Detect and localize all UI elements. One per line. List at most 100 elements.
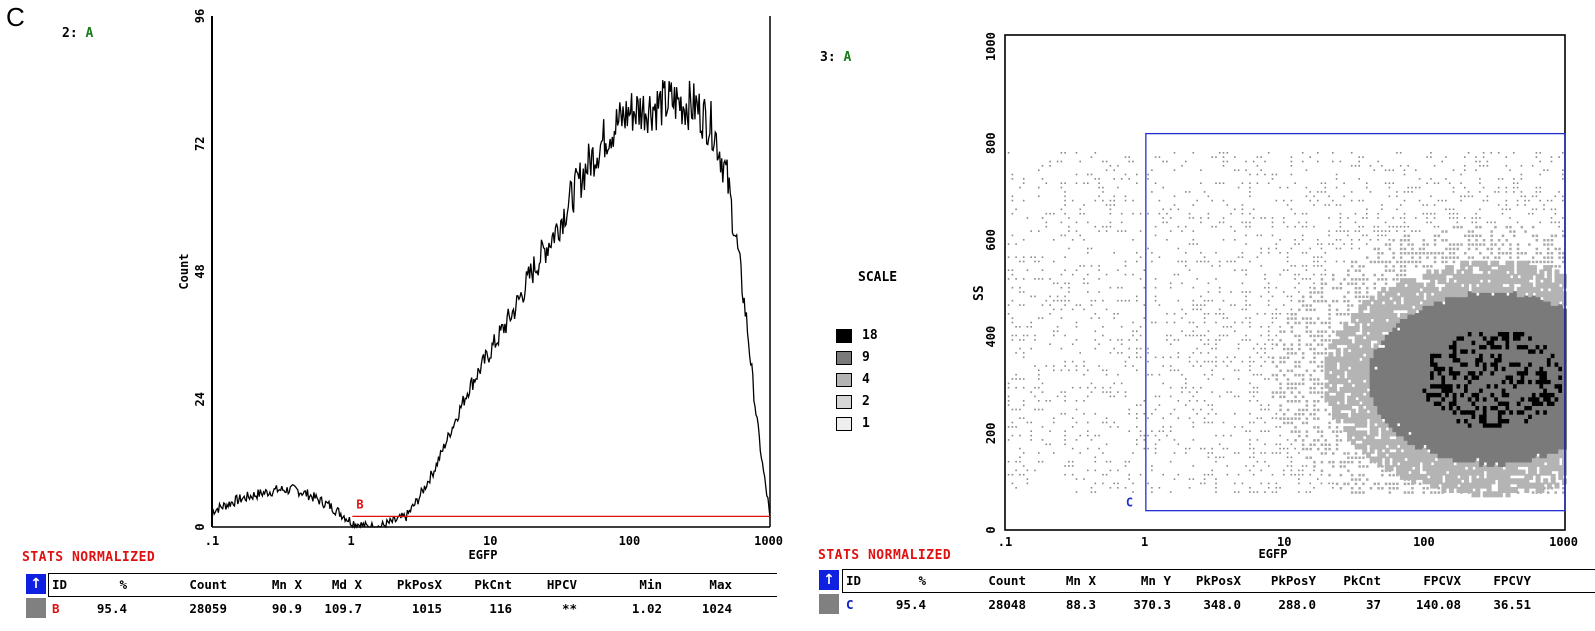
density-cell: [1479, 260, 1485, 267]
density-dot: [1403, 234, 1407, 238]
density-cell: [1528, 334, 1534, 341]
density-cell: [1482, 339, 1488, 346]
density-dot: [1087, 291, 1089, 293]
density-dot: [1249, 260, 1251, 263]
density-dot: [1317, 152, 1319, 154]
density-cell: [1388, 378, 1394, 385]
density-cell: [1486, 313, 1492, 319]
density-cell: [1550, 378, 1556, 385]
density-cell: [1354, 378, 1360, 385]
density-cell: [1392, 391, 1398, 398]
density-cell: [1448, 456, 1454, 463]
density-cell: [1430, 408, 1436, 415]
density-dot: [1045, 225, 1048, 228]
density-cell: [1445, 339, 1451, 346]
density-cell: [1497, 417, 1503, 424]
density-dot: [1279, 273, 1281, 276]
stats-cell: PkCnt: [1343, 573, 1381, 588]
density-cell: [1546, 452, 1552, 459]
density-cell: [1415, 326, 1420, 332]
density-cell: [1362, 365, 1368, 372]
density-cell: [1467, 400, 1473, 406]
density-cell: [1520, 482, 1526, 489]
left-stats-up-button[interactable]: ↑: [26, 574, 46, 594]
density-cell: [1381, 339, 1387, 346]
density-cell: [1418, 295, 1424, 302]
density-cell: [1524, 269, 1530, 276]
density-dot: [1241, 482, 1244, 485]
density-dot: [1377, 225, 1379, 228]
density-dot: [1358, 478, 1361, 481]
stats-cell: FPCVX: [1423, 573, 1461, 588]
density-dot: [1139, 404, 1142, 406]
density-cell: [1415, 295, 1420, 302]
right-stats-up-button[interactable]: ↑: [819, 570, 839, 590]
density-dot: [1309, 343, 1312, 346]
density-cell: [1415, 460, 1420, 467]
density-cell: [1388, 308, 1394, 315]
density-cell: [1362, 317, 1368, 324]
density-dot: [1279, 443, 1281, 446]
density-cell: [1490, 421, 1496, 428]
density-dot: [1392, 217, 1394, 219]
density-cell: [1407, 452, 1413, 459]
density-cell: [1546, 308, 1552, 315]
density-cell: [1546, 273, 1552, 280]
density-cell: [1520, 400, 1526, 406]
density-cell: [1437, 373, 1443, 380]
density-dot: [1109, 386, 1112, 389]
density-cell: [1535, 304, 1541, 311]
density-cell: [1486, 265, 1492, 272]
density-cell: [1516, 434, 1522, 441]
density-dot: [1415, 265, 1418, 268]
density-dot: [1403, 482, 1407, 486]
density-dot: [1109, 426, 1112, 428]
density-dot: [1343, 452, 1346, 455]
density-dot: [1362, 234, 1364, 237]
density-dot: [1301, 278, 1304, 280]
density-cell: [1396, 378, 1402, 385]
density-cell: [1422, 286, 1428, 293]
density-dot: [1320, 369, 1324, 372]
density-dot: [1169, 395, 1172, 398]
density-dot: [1313, 413, 1316, 416]
density-cell: [1509, 365, 1515, 372]
density-cell: [1482, 286, 1488, 293]
density-dot: [1056, 282, 1059, 285]
density-dot: [1011, 434, 1014, 437]
density-cell: [1445, 426, 1451, 433]
density-dot: [1120, 326, 1123, 328]
density-dot: [1301, 234, 1304, 237]
density-cell: [1418, 321, 1424, 328]
density-cell: [1384, 430, 1390, 437]
density-cell: [1464, 365, 1469, 372]
density-cell: [1415, 373, 1420, 380]
density-cell: [1524, 308, 1530, 315]
density-dot: [1185, 260, 1187, 263]
density-dot: [1038, 400, 1040, 402]
density-cell: [1516, 299, 1522, 306]
density-dot: [1464, 234, 1467, 238]
density-dot: [1109, 286, 1112, 289]
density-dot: [1411, 186, 1413, 189]
density-cell: [1486, 395, 1492, 402]
density-cell: [1445, 465, 1451, 472]
density-dot: [1177, 352, 1180, 354]
density-dot: [1377, 260, 1380, 264]
density-dot: [1381, 278, 1384, 281]
density-cell: [1460, 291, 1466, 298]
density-cell: [1460, 469, 1466, 476]
density-dot: [1558, 191, 1560, 193]
density-cell: [1550, 413, 1556, 419]
density-dot: [1271, 178, 1274, 180]
density-dot: [1124, 273, 1127, 276]
density-dot: [1407, 225, 1409, 228]
density-dot: [1019, 304, 1021, 306]
density-cell: [1501, 347, 1507, 354]
density-dot: [1328, 482, 1330, 485]
density-cell: [1433, 378, 1439, 385]
density-dot: [1286, 408, 1290, 412]
density-dot: [1313, 225, 1315, 228]
density-cell: [1392, 408, 1398, 415]
density-cell: [1509, 265, 1515, 272]
